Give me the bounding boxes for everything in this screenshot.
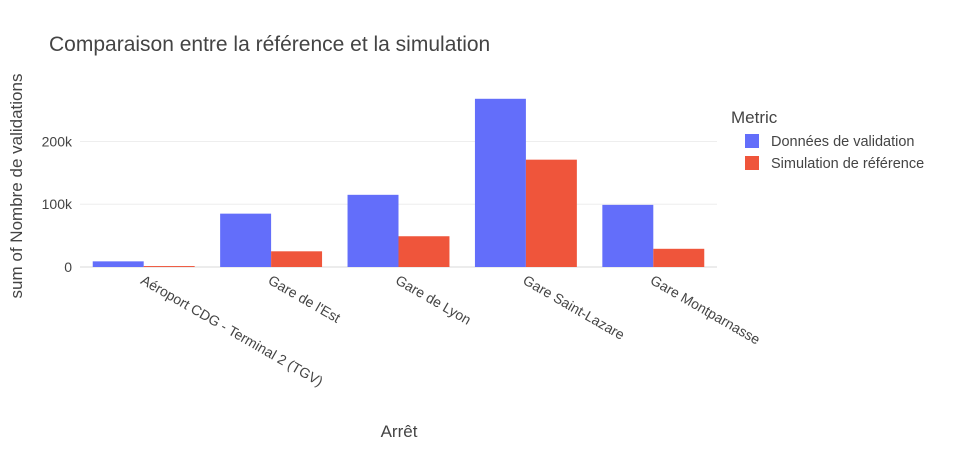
legend-item-label: Données de validation [771, 134, 915, 150]
legend: Metric Données de validation Simulation d… [731, 108, 924, 172]
y-tick-labels: 0 100k 200k [42, 133, 73, 275]
x-tick-label: Gare de l'Est [266, 272, 344, 326]
bar-simulation-de-reference [143, 266, 195, 267]
bar-simulation-de-reference [653, 248, 705, 267]
legend-swatch [745, 134, 759, 148]
x-tick-label: Gare Saint-Lazare [520, 272, 627, 343]
bar-donnees-de-validation [347, 194, 399, 267]
x-axis-title: Arrêt [381, 422, 418, 441]
y-tick-label: 200k [42, 133, 73, 149]
bar-donnees-de-validation [474, 98, 526, 267]
x-tick-label: Gare Montparnasse [648, 272, 763, 348]
y-axis-title: sum of Nombre de validations [7, 74, 26, 299]
bar-donnees-de-validation [92, 261, 144, 267]
x-tick-labels: Aéroport CDG - Terminal 2 (TGV)Gare de l… [138, 272, 763, 390]
x-tick-label: Gare de Lyon [393, 272, 474, 328]
bar-donnees-de-validation [220, 213, 272, 267]
y-tick-label: 100k [42, 196, 73, 212]
bar-donnees-de-validation [602, 204, 654, 267]
legend-swatch [745, 156, 759, 170]
y-tick-label: 0 [64, 259, 72, 275]
legend-item-label: Simulation de référence [771, 156, 924, 172]
bar-simulation-de-reference [271, 251, 323, 267]
bar-simulation-de-reference [525, 159, 577, 267]
chart-title: Comparaison entre la référence et la sim… [49, 33, 490, 56]
legend-title: Metric [731, 108, 778, 127]
bars [92, 98, 705, 267]
bar-simulation-de-reference [398, 236, 450, 267]
